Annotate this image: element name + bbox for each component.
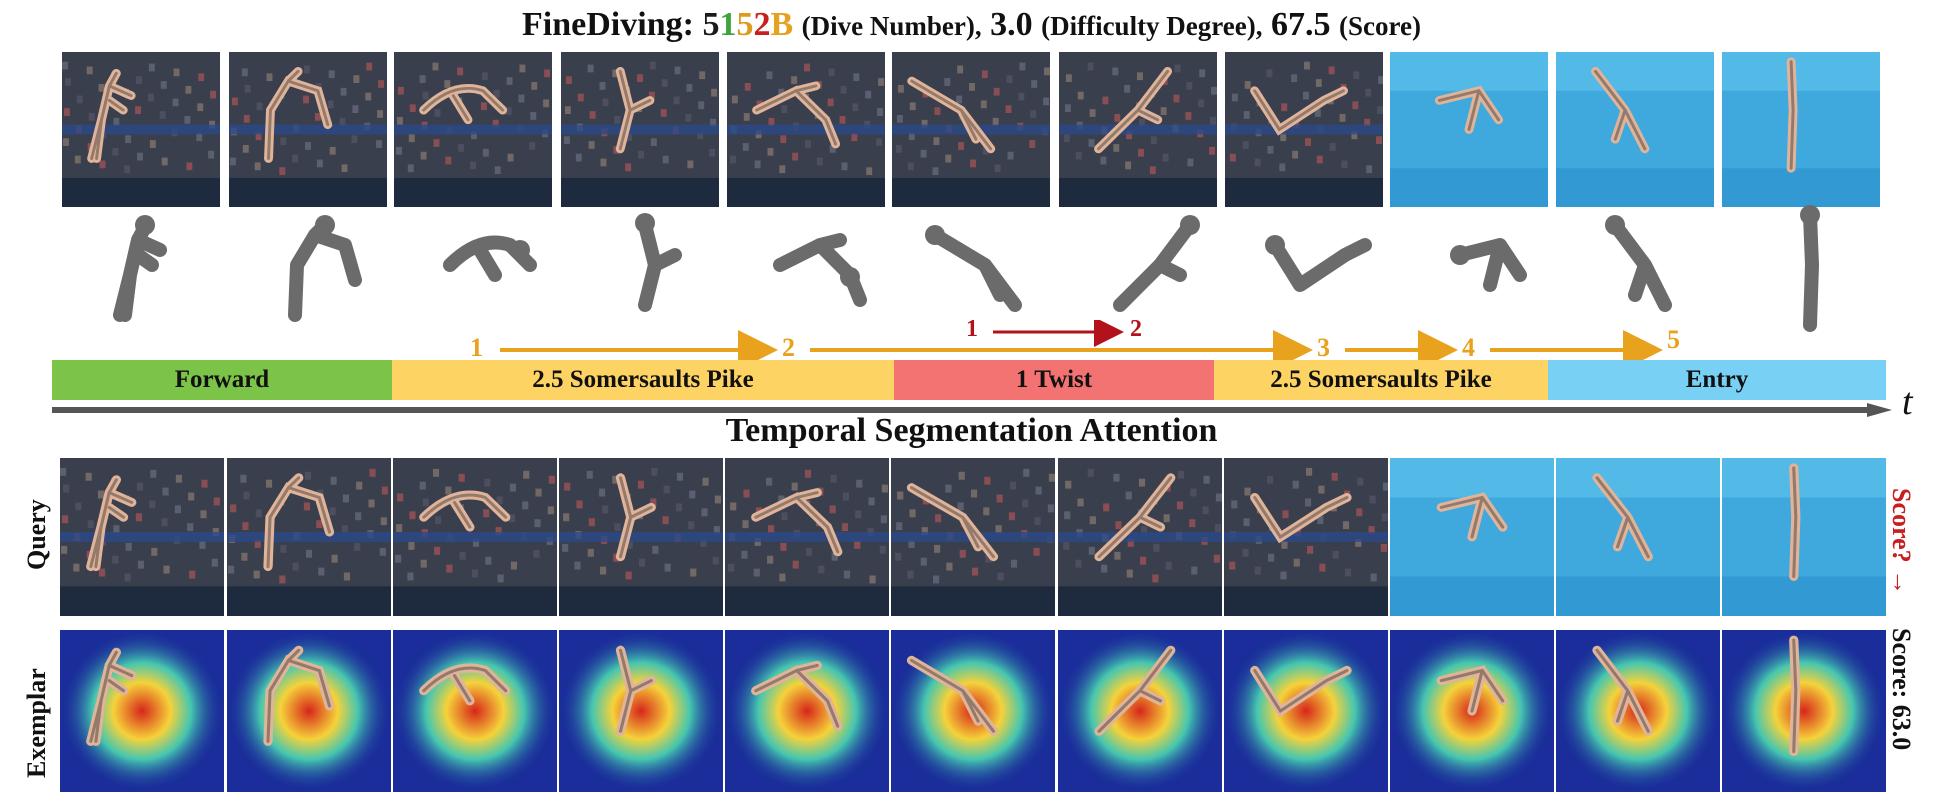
dive-number-char-4: B [770,6,794,43]
top-frame-11 [1722,52,1880,207]
silhouette-2 [255,205,385,335]
query-frame-6 [891,458,1055,616]
silhouette-7 [1080,205,1210,335]
score-value: 67.5 [1271,6,1331,43]
silhouette-5 [750,205,880,335]
query-score-label: Score? → [1886,488,1916,595]
seq-num-1: 1 [470,333,483,362]
silhouette-3 [420,205,550,335]
top-frame-2 [229,52,387,207]
query-frame-4 [559,458,723,616]
query-row-label: Query [22,499,51,570]
top-frame-5 [727,52,885,207]
exemplar-frame-9 [1390,630,1554,792]
score-label: (Score) [1339,11,1421,41]
phase-entry: Entry [1548,360,1886,400]
top-frame-1 [62,52,220,207]
silhouette-9 [1410,205,1540,335]
exemplar-frame-11 [1722,630,1886,792]
twist-num-1: 1 [966,316,978,342]
section-title: Temporal Segmentation Attention [725,412,1218,449]
sequence-arrows [500,320,1663,365]
difficulty-value: 3.0 [990,6,1033,43]
seq-num-5: 5 [1667,325,1680,354]
query-frame-2 [227,458,391,616]
dive-number: 5152B [702,6,793,43]
top-frame-9 [1390,52,1548,207]
silhouette-8 [1245,205,1375,335]
top-frame-7 [1059,52,1217,207]
dive-number-char-0: 5 [702,6,720,43]
query-frame-11 [1722,458,1886,616]
query-frame-9 [1390,458,1554,616]
phase-somersault-1: 2.5 Somersaults Pike [392,360,894,400]
dive-number-char-2: 5 [736,6,754,43]
exemplar-row-label: Exemplar [22,668,51,778]
exemplar-frame-10 [1556,630,1720,792]
exemplar-frame-6 [891,630,1055,792]
phase-somersault-2: 2.5 Somersaults Pike [1214,360,1548,400]
top-frame-8 [1225,52,1383,207]
top-frame-4 [561,52,719,207]
query-frame-5 [725,458,889,616]
seq-num-4: 4 [1462,333,1475,362]
query-frame-10 [1556,458,1720,616]
query-arrow: → [1887,569,1916,596]
top-frame-3 [394,52,552,207]
dive-number-char-3: 2 [753,6,771,43]
silhouette-11 [1740,205,1870,335]
top-frame-10 [1556,52,1714,207]
seq-num-2: 2 [782,333,795,362]
silhouette-1 [90,205,220,335]
twist-num-2: 2 [1130,316,1142,342]
exemplar-frame-3 [393,630,557,792]
seq-num-3: 3 [1317,333,1330,362]
query-frame-1 [60,458,224,616]
exemplar-frame-4 [559,630,723,792]
time-axis [52,403,1892,417]
exemplar-frame-5 [725,630,889,792]
top-frame-6 [892,52,1050,207]
phase-forward: Forward [52,360,392,400]
query-frame-8 [1224,458,1388,616]
time-axis-label: t [1902,381,1913,423]
dataset-name: FineDiving: [522,6,694,43]
exemplar-frame-8 [1224,630,1388,792]
silhouette-6 [915,205,1045,335]
exemplar-frame-1 [60,630,224,792]
exemplar-score-label: Score: 63.0 [1887,628,1916,751]
difficulty-label: (Difficulty Degree), [1041,11,1263,41]
figure-title: FineDiving: 5152B (Dive Number), 3.0 (Di… [0,6,1943,44]
query-score-text: Score? [1887,488,1916,563]
query-frame-7 [1058,458,1222,616]
phase-twist: 1 Twist [894,360,1214,400]
exemplar-frame-7 [1058,630,1222,792]
query-frame-3 [393,458,557,616]
silhouette-4 [585,205,715,335]
dive-number-label: (Dive Number), [801,11,982,41]
dive-number-char-1: 1 [719,6,737,43]
silhouette-10 [1575,205,1705,335]
exemplar-frame-2 [227,630,391,792]
